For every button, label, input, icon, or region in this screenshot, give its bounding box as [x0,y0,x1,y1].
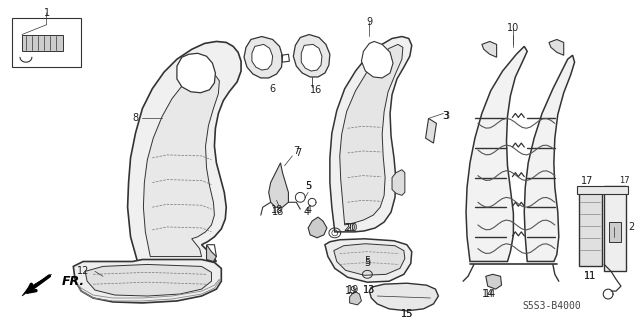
Polygon shape [609,222,621,242]
Text: 6: 6 [269,84,276,94]
Polygon shape [340,44,403,225]
Text: 19: 19 [348,285,360,295]
Polygon shape [579,192,602,266]
Text: 20: 20 [344,223,356,233]
Text: 4: 4 [303,207,309,217]
Text: 5: 5 [364,258,371,269]
Polygon shape [524,55,575,262]
Text: 5: 5 [364,256,371,266]
Polygon shape [466,46,527,262]
Polygon shape [426,118,436,143]
Polygon shape [369,283,438,311]
Text: 3: 3 [444,111,449,122]
Polygon shape [482,41,497,57]
Text: 17: 17 [619,176,629,185]
Polygon shape [177,53,216,93]
Polygon shape [127,41,241,262]
Text: 2: 2 [628,222,635,232]
Polygon shape [392,170,405,195]
Text: 20: 20 [346,223,358,233]
Polygon shape [207,245,216,262]
Text: 15: 15 [401,309,413,319]
Polygon shape [22,274,52,296]
Text: FR.: FR. [61,275,84,288]
Polygon shape [301,44,322,71]
Polygon shape [486,274,502,289]
Text: 3: 3 [442,111,449,122]
Polygon shape [604,186,626,271]
Text: 1: 1 [44,8,50,18]
Polygon shape [549,40,564,55]
Text: 17: 17 [581,175,593,186]
Polygon shape [577,186,628,194]
Text: 13: 13 [364,285,376,295]
Text: 13: 13 [364,285,376,295]
Polygon shape [22,34,63,51]
Text: 5: 5 [305,181,311,190]
Polygon shape [269,163,289,207]
Text: 19: 19 [346,286,358,296]
Polygon shape [12,18,81,67]
Text: 12: 12 [77,266,90,276]
Polygon shape [85,264,211,296]
Text: 15: 15 [401,309,413,319]
Text: 18: 18 [271,205,284,215]
Text: 7: 7 [295,148,301,158]
Text: S5S3-B4000: S5S3-B4000 [522,301,581,311]
Polygon shape [334,244,405,275]
Text: 4: 4 [305,205,311,215]
Text: 8: 8 [132,114,138,123]
Text: 7: 7 [293,146,300,156]
Text: 11: 11 [584,271,596,281]
Text: 16: 16 [310,85,322,95]
Polygon shape [308,217,327,238]
Polygon shape [330,36,412,232]
Polygon shape [74,260,221,303]
Text: 11: 11 [584,271,596,281]
Text: 18: 18 [273,207,285,217]
Polygon shape [325,239,412,282]
Text: 5: 5 [305,181,311,190]
Polygon shape [362,41,393,78]
Text: 9: 9 [366,17,372,27]
Polygon shape [252,44,273,70]
Polygon shape [349,291,362,305]
Polygon shape [293,34,330,77]
Polygon shape [244,36,282,78]
Text: 14: 14 [482,289,494,299]
Polygon shape [143,72,220,256]
Text: 14: 14 [484,289,496,299]
Text: 10: 10 [508,23,520,33]
